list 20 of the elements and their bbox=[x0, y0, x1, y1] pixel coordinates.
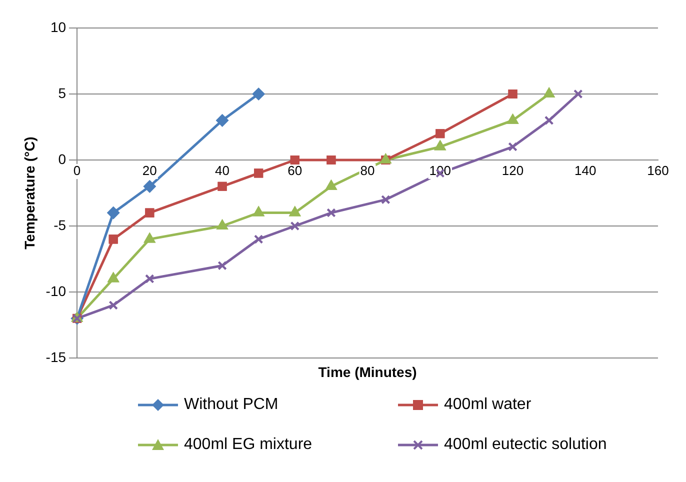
x-tick-label: 160 bbox=[647, 163, 669, 178]
y-tick-label: -15 bbox=[46, 348, 66, 365]
x-tick-label: 80 bbox=[360, 163, 375, 178]
y-axis-title: Temperature (°C) bbox=[21, 136, 38, 250]
legend-label: 400ml water bbox=[444, 396, 532, 414]
x-tick-label: 120 bbox=[502, 163, 524, 178]
legend-label: Without PCM bbox=[184, 396, 278, 414]
x-tick-label: 0 bbox=[73, 163, 81, 178]
y-tick-label: 0 bbox=[58, 150, 66, 167]
y-tick-label: -10 bbox=[46, 282, 66, 299]
legend-label: 400ml EG mixture bbox=[184, 436, 312, 454]
legend-label: 400ml eutectic solution bbox=[444, 436, 607, 454]
x-axis-title: Time (Minutes) bbox=[318, 364, 417, 380]
x-tick-label: 20 bbox=[142, 163, 157, 178]
y-tick-label: 10 bbox=[50, 18, 66, 35]
y-tick-label: -5 bbox=[54, 216, 66, 233]
x-tick-label: 40 bbox=[215, 163, 230, 178]
x-tick-label: 60 bbox=[288, 163, 302, 178]
y-tick-label: 5 bbox=[58, 84, 66, 101]
x-tick-label: 140 bbox=[574, 163, 596, 178]
